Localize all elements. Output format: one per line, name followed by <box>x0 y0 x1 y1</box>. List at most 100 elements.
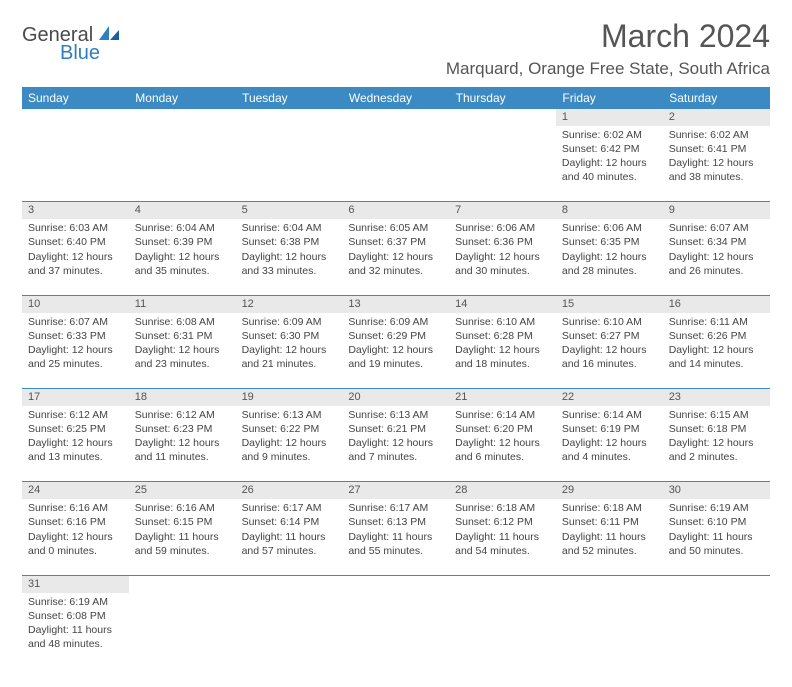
daynum-row: 31 <box>22 575 770 592</box>
sunset-text: Sunset: 6:22 PM <box>242 422 337 436</box>
day-cell: Sunrise: 6:09 AMSunset: 6:29 PMDaylight:… <box>342 313 449 389</box>
sunrise-text: Sunrise: 6:19 AM <box>669 501 764 515</box>
day-number: 2 <box>663 109 770 126</box>
title-block: March 2024 Marquard, Orange Free State, … <box>446 18 770 85</box>
day-number <box>22 109 129 126</box>
logo-text-2-wrap: Blue <box>22 42 100 65</box>
day-cell: Sunrise: 6:03 AMSunset: 6:40 PMDaylight:… <box>22 219 129 295</box>
daylight-text: Daylight: 12 hours and 4 minutes. <box>562 436 657 464</box>
day-cell: Sunrise: 6:06 AMSunset: 6:35 PMDaylight:… <box>556 219 663 295</box>
day-number: 19 <box>236 389 343 406</box>
daylight-text: Daylight: 12 hours and 37 minutes. <box>28 250 123 278</box>
day-cell <box>129 126 236 202</box>
sunrise-text: Sunrise: 6:06 AM <box>562 221 657 235</box>
sunrise-text: Sunrise: 6:02 AM <box>669 128 764 142</box>
sunset-text: Sunset: 6:39 PM <box>135 235 230 249</box>
day-cell: Sunrise: 6:14 AMSunset: 6:20 PMDaylight:… <box>449 406 556 482</box>
day-number: 16 <box>663 295 770 312</box>
sunrise-text: Sunrise: 6:13 AM <box>348 408 443 422</box>
day-details: Sunrise: 6:09 AMSunset: 6:30 PMDaylight:… <box>236 313 343 374</box>
daylight-text: Daylight: 12 hours and 25 minutes. <box>28 343 123 371</box>
sunrise-text: Sunrise: 6:19 AM <box>28 595 123 609</box>
day-details: Sunrise: 6:18 AMSunset: 6:11 PMDaylight:… <box>556 499 663 560</box>
day-details: Sunrise: 6:02 AMSunset: 6:41 PMDaylight:… <box>663 126 770 187</box>
day-details: Sunrise: 6:14 AMSunset: 6:19 PMDaylight:… <box>556 406 663 467</box>
sunset-text: Sunset: 6:35 PM <box>562 235 657 249</box>
sunset-text: Sunset: 6:42 PM <box>562 142 657 156</box>
day-number <box>342 575 449 592</box>
sunrise-text: Sunrise: 6:10 AM <box>455 315 550 329</box>
weekday-header-row: Sunday Monday Tuesday Wednesday Thursday… <box>22 87 770 109</box>
day-number: 15 <box>556 295 663 312</box>
daylight-text: Daylight: 12 hours and 38 minutes. <box>669 156 764 184</box>
sunset-text: Sunset: 6:34 PM <box>669 235 764 249</box>
sunset-text: Sunset: 6:12 PM <box>455 515 550 529</box>
sunset-text: Sunset: 6:23 PM <box>135 422 230 436</box>
day-cell: Sunrise: 6:07 AMSunset: 6:33 PMDaylight:… <box>22 313 129 389</box>
location-subtitle: Marquard, Orange Free State, South Afric… <box>446 59 770 79</box>
day-cell: Sunrise: 6:16 AMSunset: 6:15 PMDaylight:… <box>129 499 236 575</box>
sail-icon <box>97 24 121 47</box>
sunset-text: Sunset: 6:18 PM <box>669 422 764 436</box>
day-number: 17 <box>22 389 129 406</box>
sunrise-text: Sunrise: 6:09 AM <box>348 315 443 329</box>
day-number <box>129 575 236 592</box>
day-number: 31 <box>22 575 129 592</box>
day-cell: Sunrise: 6:12 AMSunset: 6:23 PMDaylight:… <box>129 406 236 482</box>
day-details: Sunrise: 6:10 AMSunset: 6:27 PMDaylight:… <box>556 313 663 374</box>
sunset-text: Sunset: 6:21 PM <box>348 422 443 436</box>
daylight-text: Daylight: 12 hours and 23 minutes. <box>135 343 230 371</box>
day-number: 24 <box>22 482 129 499</box>
col-friday: Friday <box>556 87 663 109</box>
day-cell: Sunrise: 6:15 AMSunset: 6:18 PMDaylight:… <box>663 406 770 482</box>
month-title: March 2024 <box>446 18 770 55</box>
sunrise-text: Sunrise: 6:18 AM <box>562 501 657 515</box>
sunrise-text: Sunrise: 6:17 AM <box>242 501 337 515</box>
day-cell <box>663 593 770 669</box>
day-cell: Sunrise: 6:14 AMSunset: 6:19 PMDaylight:… <box>556 406 663 482</box>
sunrise-text: Sunrise: 6:14 AM <box>562 408 657 422</box>
daylight-text: Daylight: 12 hours and 30 minutes. <box>455 250 550 278</box>
day-details: Sunrise: 6:06 AMSunset: 6:36 PMDaylight:… <box>449 219 556 280</box>
daynum-row: 10111213141516 <box>22 295 770 312</box>
day-number <box>236 109 343 126</box>
daylight-text: Daylight: 12 hours and 11 minutes. <box>135 436 230 464</box>
day-number: 14 <box>449 295 556 312</box>
day-details: Sunrise: 6:12 AMSunset: 6:23 PMDaylight:… <box>129 406 236 467</box>
daynum-row: 17181920212223 <box>22 389 770 406</box>
sunrise-text: Sunrise: 6:16 AM <box>135 501 230 515</box>
daylight-text: Daylight: 11 hours and 55 minutes. <box>348 530 443 558</box>
logo-text-2: Blue <box>60 42 100 64</box>
day-details: Sunrise: 6:05 AMSunset: 6:37 PMDaylight:… <box>342 219 449 280</box>
sunset-text: Sunset: 6:19 PM <box>562 422 657 436</box>
day-cell <box>342 593 449 669</box>
day-number: 27 <box>342 482 449 499</box>
sunrise-text: Sunrise: 6:07 AM <box>669 221 764 235</box>
sunset-text: Sunset: 6:29 PM <box>348 329 443 343</box>
sunrise-text: Sunrise: 6:13 AM <box>242 408 337 422</box>
col-sunday: Sunday <box>22 87 129 109</box>
day-cell: Sunrise: 6:12 AMSunset: 6:25 PMDaylight:… <box>22 406 129 482</box>
sunset-text: Sunset: 6:11 PM <box>562 515 657 529</box>
sunset-text: Sunset: 6:20 PM <box>455 422 550 436</box>
calendar-page: General March 2024 Marquard, Orange Free… <box>0 0 792 687</box>
day-number: 30 <box>663 482 770 499</box>
day-number: 18 <box>129 389 236 406</box>
day-cell <box>449 126 556 202</box>
day-number: 29 <box>556 482 663 499</box>
day-number: 3 <box>22 202 129 219</box>
daylight-text: Daylight: 12 hours and 21 minutes. <box>242 343 337 371</box>
daynum-row: 24252627282930 <box>22 482 770 499</box>
day-number <box>449 109 556 126</box>
day-number: 1 <box>556 109 663 126</box>
daylight-text: Daylight: 11 hours and 57 minutes. <box>242 530 337 558</box>
day-number: 9 <box>663 202 770 219</box>
daylight-text: Daylight: 12 hours and 7 minutes. <box>348 436 443 464</box>
day-cell: Sunrise: 6:09 AMSunset: 6:30 PMDaylight:… <box>236 313 343 389</box>
day-number <box>342 109 449 126</box>
day-cell: Sunrise: 6:08 AMSunset: 6:31 PMDaylight:… <box>129 313 236 389</box>
daylight-text: Daylight: 12 hours and 14 minutes. <box>669 343 764 371</box>
daylight-text: Daylight: 11 hours and 54 minutes. <box>455 530 550 558</box>
day-details: Sunrise: 6:11 AMSunset: 6:26 PMDaylight:… <box>663 313 770 374</box>
sunrise-text: Sunrise: 6:15 AM <box>669 408 764 422</box>
